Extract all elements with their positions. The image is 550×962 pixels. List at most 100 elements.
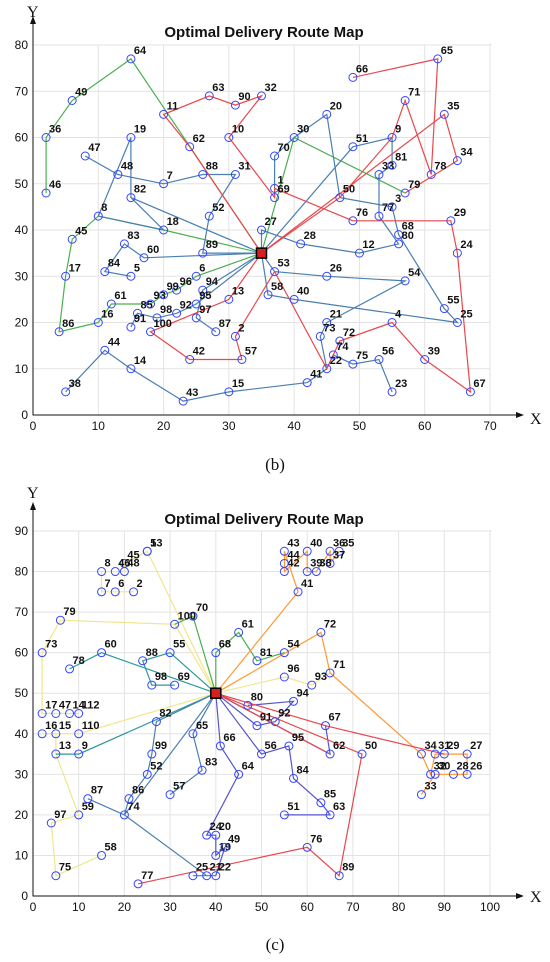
node-marker-54 [400,276,410,286]
node-label-89: 89 [342,862,354,874]
node-label-2: 2 [137,578,143,590]
node-label-18: 18 [167,216,179,228]
x-tick-label: 60 [418,419,432,433]
node-label-92: 92 [278,708,290,720]
node-label-82: 82 [159,708,171,720]
node-marker-100 [146,327,156,337]
node-label-81: 81 [260,647,272,659]
node-label-60: 60 [147,244,159,256]
node-marker-63 [325,810,335,820]
node-marker-27 [462,749,472,759]
x-tick-label: 100 [480,900,500,914]
route-line-13 [261,136,393,254]
route-line-7 [55,692,217,755]
node-label-62: 62 [193,133,205,145]
node-label-22: 22 [330,355,342,367]
node-marker-61 [106,299,116,309]
routes-b [45,58,472,402]
routes-c [41,549,468,885]
node-marker-31 [430,749,440,759]
node-label-36: 36 [49,124,61,136]
node-label-8: 8 [101,202,107,214]
node-marker-70 [270,151,280,161]
node-marker-47 [51,709,61,718]
node-marker-9 [387,133,397,142]
node-marker-54 [279,648,289,658]
node-marker-13 [51,749,61,759]
node-marker-84 [100,267,110,277]
node-marker-110 [74,729,84,739]
node-label-26: 26 [330,262,342,274]
node-label-69: 69 [178,671,190,683]
node-marker-69 [270,193,280,203]
node-marker-77 [133,879,143,889]
node-marker-36 [325,546,335,556]
x-tick-label: 60 [301,900,315,914]
node-label-88: 88 [206,161,218,173]
node-label-51: 51 [287,801,299,813]
node-label-40: 40 [297,285,309,297]
x-axis-arrowhead [516,893,524,899]
node-label-83: 83 [127,230,139,242]
node-label-91: 91 [134,313,146,325]
node-marker-55 [165,648,175,658]
node-marker-51 [348,142,358,152]
node-label-99: 99 [167,281,179,293]
node-label-62: 62 [333,740,345,752]
y-tick-label: 60 [15,131,29,145]
node-marker-70 [188,611,198,621]
node-marker-12 [354,248,364,258]
route-line-3 [97,252,262,323]
node-label-77: 77 [141,870,153,882]
node-label-61: 61 [242,618,254,630]
route-line-12 [215,692,332,816]
node-label-75: 75 [356,350,368,362]
x-tick-label: 10 [92,419,106,433]
node-label-72: 72 [343,327,355,339]
node-label-30: 30 [438,760,450,772]
node-label-84: 84 [108,258,121,270]
node-label-48: 48 [127,558,139,570]
node-marker-78 [426,170,436,179]
node-label-14: 14 [134,355,147,367]
node-marker-9 [74,749,84,759]
node-marker-8 [97,567,107,577]
node-marker-96 [172,285,182,295]
node-label-34: 34 [460,147,473,159]
node-label-84: 84 [296,764,309,776]
node-label-20: 20 [330,100,342,112]
node-marker-52 [204,211,214,221]
node-marker-38 [61,387,71,397]
node-label-80: 80 [251,691,263,703]
node-marker-62 [185,142,195,152]
node-label-80: 80 [402,230,414,242]
y-tick-label: 20 [15,808,29,822]
node-label-88: 88 [146,647,158,659]
node-marker-65 [188,729,198,739]
route-line-5 [69,652,217,694]
node-label-34: 34 [424,740,437,752]
node-marker-75 [348,359,358,369]
node-marker-5 [126,271,136,281]
node-label-27: 27 [470,740,482,752]
node-label-85: 85 [324,789,336,801]
node-label-4: 4 [395,309,402,321]
node-marker-72 [316,627,326,637]
node-label-52: 52 [150,760,162,772]
node-marker-40 [289,294,299,304]
node-label-93: 93 [315,671,327,683]
node-label-79: 79 [408,179,420,191]
node-marker-65 [433,54,443,64]
node-label-110: 110 [82,720,100,732]
node-label-31: 31 [438,740,450,752]
node-marker-74 [328,350,338,360]
node-label-14: 14 [73,700,86,712]
node-marker-86 [54,327,64,337]
node-label-7: 7 [105,578,111,590]
node-marker-30 [430,769,440,779]
node-label-51: 51 [356,133,368,145]
node-label-50: 50 [365,740,377,752]
x-tick-label: 50 [255,900,269,914]
